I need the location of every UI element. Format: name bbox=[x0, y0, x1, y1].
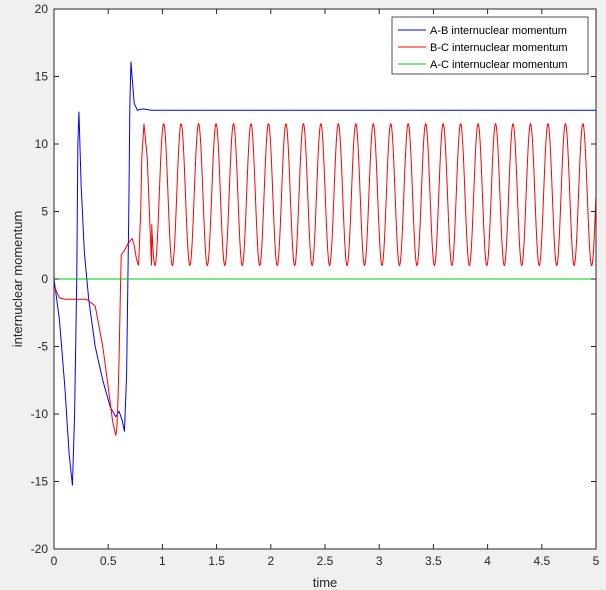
y-tick-label-3: -5 bbox=[37, 340, 48, 354]
y-tick-label-1: -15 bbox=[31, 475, 49, 489]
legend: A-B internuclear momentum B-C internucle… bbox=[391, 16, 589, 75]
x-tick-label-5: 2.5 bbox=[317, 554, 334, 568]
x-axis-label: time bbox=[313, 575, 338, 590]
y-tick-label-6: 10 bbox=[35, 137, 49, 151]
y-tick-label-8: 20 bbox=[35, 2, 49, 16]
x-tick-label-6: 3 bbox=[376, 554, 383, 568]
y-tick-label-0: -20 bbox=[31, 542, 49, 556]
x-tick-label-9: 4.5 bbox=[533, 554, 550, 568]
x-tick-label-10: 5 bbox=[593, 554, 600, 568]
series-line-bc bbox=[54, 122, 596, 436]
x-tick-label-7: 3.5 bbox=[425, 554, 442, 568]
y-tick-label-2: -10 bbox=[31, 407, 49, 421]
y-tick-label-5: 5 bbox=[41, 205, 48, 219]
tick-layer: 0 0.5 1 1.5 2 2.5 3 3.5 4 4.5 5 -20 -15 -10 -5 0 5 10 15 20 bbox=[31, 2, 600, 568]
legend-label-ab: A-B internuclear momentum bbox=[430, 25, 567, 37]
series-line-ab bbox=[54, 61, 596, 486]
x-tick-label-2: 1 bbox=[159, 554, 166, 568]
series-layer bbox=[54, 61, 596, 486]
legend-label-bc: B-C internuclear momentum bbox=[430, 42, 568, 54]
legend-label-ac: A-C internuclear momentum bbox=[430, 59, 568, 71]
x-tick-label-3: 1.5 bbox=[208, 554, 225, 568]
x-tick-label-0: 0 bbox=[51, 554, 58, 568]
x-tick-label-8: 4 bbox=[484, 554, 491, 568]
y-tick-label-7: 15 bbox=[35, 70, 49, 84]
x-tick-label-1: 0.5 bbox=[100, 554, 117, 568]
y-axis-label: internuclear momentum bbox=[10, 211, 25, 348]
y-tick-label-4: 0 bbox=[41, 272, 48, 286]
x-tick-label-4: 2 bbox=[267, 554, 274, 568]
